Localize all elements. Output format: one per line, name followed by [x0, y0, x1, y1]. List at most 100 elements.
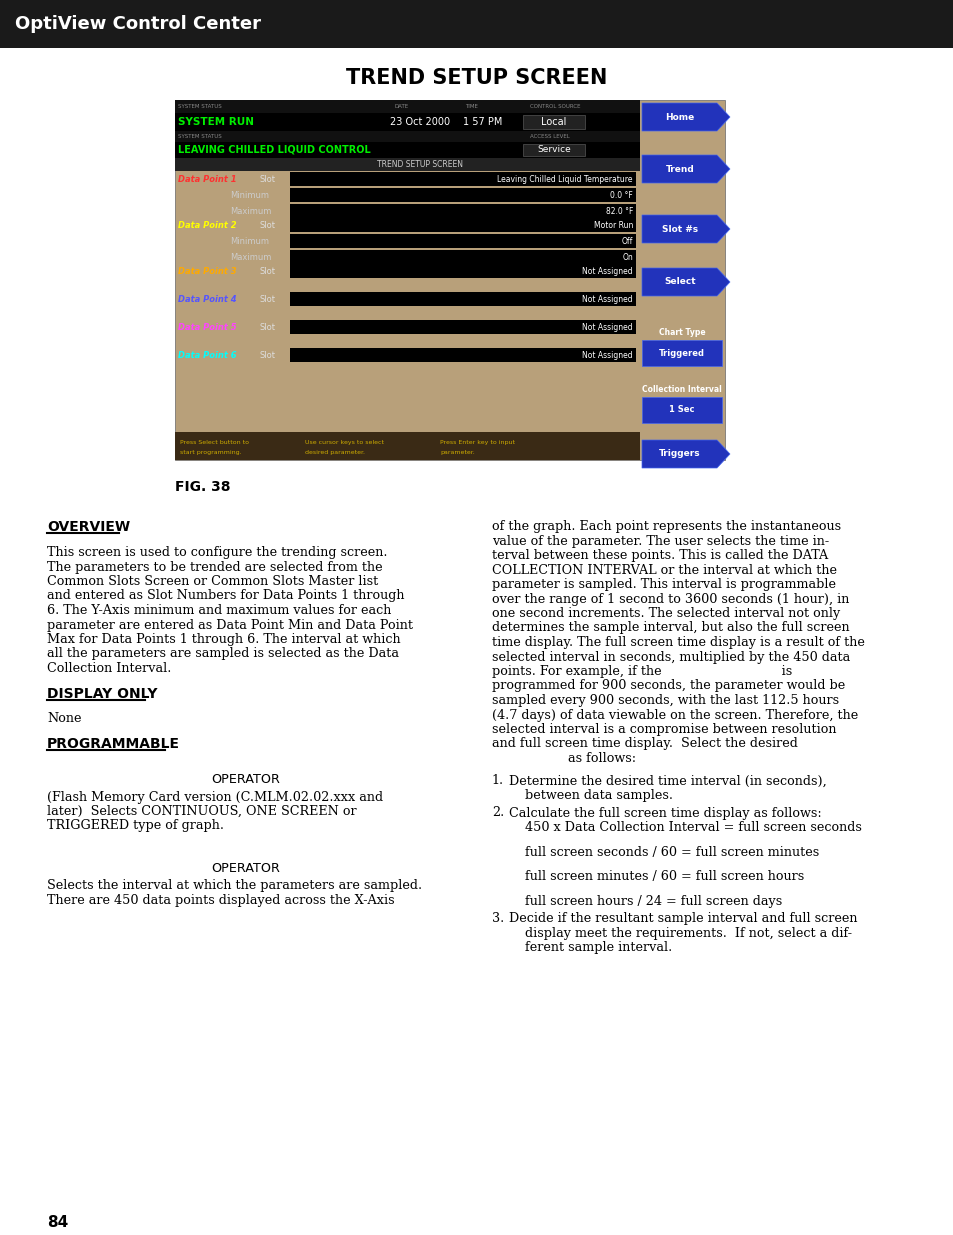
Text: Data Point 5: Data Point 5 — [178, 322, 236, 331]
FancyBboxPatch shape — [290, 320, 636, 333]
Text: 23 Oct 2000: 23 Oct 2000 — [390, 117, 450, 127]
Text: 2.: 2. — [492, 806, 504, 820]
Text: Data Point 1: Data Point 1 — [178, 174, 236, 184]
Text: one second increments. The selected interval not only: one second increments. The selected inte… — [492, 606, 840, 620]
Text: time display. The full screen time display is a result of the: time display. The full screen time displ… — [492, 636, 864, 650]
FancyBboxPatch shape — [290, 188, 636, 203]
FancyBboxPatch shape — [174, 100, 639, 112]
Text: Determine the desired time interval (in seconds),: Determine the desired time interval (in … — [509, 774, 826, 788]
Text: This screen is used to configure the trending screen.: This screen is used to configure the tre… — [47, 546, 387, 559]
FancyBboxPatch shape — [290, 264, 636, 278]
Polygon shape — [641, 268, 729, 296]
Text: parameter.: parameter. — [439, 450, 475, 454]
Text: display meet the requirements.  If not, select a dif-: display meet the requirements. If not, s… — [509, 927, 851, 940]
Text: selected interval is a compromise between resolution: selected interval is a compromise betwee… — [492, 722, 836, 736]
Text: TREND SETUP SCREEN: TREND SETUP SCREEN — [346, 68, 607, 88]
Text: Leaving Chilled Liquid Temperature: Leaving Chilled Liquid Temperature — [497, 174, 633, 184]
Text: ferent sample interval.: ferent sample interval. — [509, 941, 672, 955]
Text: 82.0 °F: 82.0 °F — [605, 206, 633, 215]
Text: CONTROL SOURCE: CONTROL SOURCE — [530, 104, 579, 109]
Text: Not Assigned: Not Assigned — [581, 267, 633, 275]
FancyBboxPatch shape — [290, 291, 636, 306]
Text: start programming.: start programming. — [180, 450, 241, 454]
Text: 1 57 PM: 1 57 PM — [462, 117, 502, 127]
Text: later)  Selects CONTINUOUS, ONE SCREEN or: later) Selects CONTINUOUS, ONE SCREEN or — [47, 805, 356, 818]
FancyBboxPatch shape — [174, 142, 639, 158]
Text: and entered as Slot Numbers for Data Points 1 through: and entered as Slot Numbers for Data Poi… — [47, 589, 404, 603]
Text: OptiView Control Center: OptiView Control Center — [15, 15, 261, 33]
Text: parameter are entered as Data Point Min and Data Point: parameter are entered as Data Point Min … — [47, 619, 413, 631]
Text: COLLECTION INTERVAL or the interval at which the: COLLECTION INTERVAL or the interval at w… — [492, 563, 836, 577]
Text: On: On — [621, 252, 633, 262]
Text: over the range of 1 second to 3600 seconds (1 hour), in: over the range of 1 second to 3600 secon… — [492, 593, 848, 605]
Text: Chart Type: Chart Type — [658, 329, 704, 337]
FancyBboxPatch shape — [522, 115, 584, 128]
Text: Maximum: Maximum — [230, 252, 271, 262]
Text: DATE: DATE — [395, 104, 409, 109]
Text: ACCESS LEVEL: ACCESS LEVEL — [530, 135, 569, 140]
Text: as follows:: as follows: — [492, 752, 636, 764]
Text: determines the sample interval, but also the full screen: determines the sample interval, but also… — [492, 621, 849, 635]
Text: all the parameters are sampled is selected as the Data: all the parameters are sampled is select… — [47, 647, 398, 661]
FancyBboxPatch shape — [290, 249, 636, 264]
Text: between data samples.: between data samples. — [509, 789, 672, 802]
Text: Not Assigned: Not Assigned — [581, 351, 633, 359]
FancyBboxPatch shape — [174, 100, 724, 459]
Text: points. For example, if the                              is: points. For example, if the is — [492, 664, 791, 678]
Text: Use cursor keys to select: Use cursor keys to select — [305, 440, 384, 445]
Text: Select: Select — [663, 278, 695, 287]
FancyBboxPatch shape — [174, 131, 639, 142]
FancyBboxPatch shape — [641, 396, 721, 424]
Text: (Flash Memory Card version (C.MLM.02.02.xxx and: (Flash Memory Card version (C.MLM.02.02.… — [47, 790, 383, 804]
FancyBboxPatch shape — [522, 144, 584, 156]
Text: SYSTEM RUN: SYSTEM RUN — [178, 117, 253, 127]
FancyBboxPatch shape — [0, 0, 953, 48]
Text: TIME: TIME — [464, 104, 477, 109]
Text: Not Assigned: Not Assigned — [581, 294, 633, 304]
Text: Maximum: Maximum — [230, 206, 271, 215]
Text: Off: Off — [621, 236, 633, 246]
FancyBboxPatch shape — [290, 233, 636, 248]
Text: of the graph. Each point represents the instantaneous: of the graph. Each point represents the … — [492, 520, 841, 534]
Text: Slot: Slot — [260, 294, 275, 304]
Text: Press Enter key to input: Press Enter key to input — [439, 440, 515, 445]
FancyBboxPatch shape — [290, 348, 636, 362]
Text: Slot: Slot — [260, 221, 275, 230]
Text: Data Point 2: Data Point 2 — [178, 221, 236, 230]
Text: full screen seconds / 60 = full screen minutes: full screen seconds / 60 = full screen m… — [509, 846, 819, 858]
Text: Slot: Slot — [260, 351, 275, 359]
Text: selected interval in seconds, multiplied by the 450 data: selected interval in seconds, multiplied… — [492, 651, 849, 663]
Text: and full screen time display.  Select the desired: and full screen time display. Select the… — [492, 737, 797, 751]
Text: Data Point 3: Data Point 3 — [178, 267, 236, 275]
Text: There are 450 data points displayed across the X-Axis: There are 450 data points displayed acro… — [47, 894, 395, 906]
Text: 3.: 3. — [492, 913, 504, 925]
Text: parameter is sampled. This interval is programmable: parameter is sampled. This interval is p… — [492, 578, 835, 592]
FancyBboxPatch shape — [641, 340, 721, 366]
Text: Data Point 4: Data Point 4 — [178, 294, 236, 304]
Polygon shape — [641, 103, 729, 131]
Text: Minimum: Minimum — [230, 236, 269, 246]
Text: full screen hours / 24 = full screen days: full screen hours / 24 = full screen day… — [509, 895, 781, 908]
Text: None: None — [47, 713, 81, 725]
Text: Collection Interval.: Collection Interval. — [47, 662, 172, 676]
Text: terval between these points. This is called the DATA: terval between these points. This is cal… — [492, 550, 827, 562]
Text: 1.: 1. — [492, 774, 503, 788]
Text: SYSTEM STATUS: SYSTEM STATUS — [178, 104, 221, 109]
Text: 0.0 °F: 0.0 °F — [610, 190, 633, 200]
Text: DISPLAY ONLY: DISPLAY ONLY — [47, 687, 157, 700]
Text: Slot: Slot — [260, 322, 275, 331]
Text: programmed for 900 seconds, the parameter would be: programmed for 900 seconds, the paramete… — [492, 679, 844, 693]
Text: sampled every 900 seconds, with the last 112.5 hours: sampled every 900 seconds, with the last… — [492, 694, 839, 706]
Text: Home: Home — [664, 112, 694, 121]
Polygon shape — [641, 215, 729, 243]
Text: 84: 84 — [47, 1215, 69, 1230]
Text: Common Slots Screen or Common Slots Master list: Common Slots Screen or Common Slots Mast… — [47, 576, 377, 588]
Polygon shape — [641, 156, 729, 183]
Text: 450 x Data Collection Interval = full screen seconds: 450 x Data Collection Interval = full sc… — [509, 821, 861, 834]
Text: TREND SETUP SCREEN: TREND SETUP SCREEN — [376, 161, 462, 169]
Text: Minimum: Minimum — [230, 190, 269, 200]
FancyBboxPatch shape — [174, 158, 639, 170]
Text: TRIGGERED type of graph.: TRIGGERED type of graph. — [47, 820, 224, 832]
Text: PROGRAMMABLE: PROGRAMMABLE — [47, 737, 180, 751]
FancyBboxPatch shape — [290, 204, 636, 219]
